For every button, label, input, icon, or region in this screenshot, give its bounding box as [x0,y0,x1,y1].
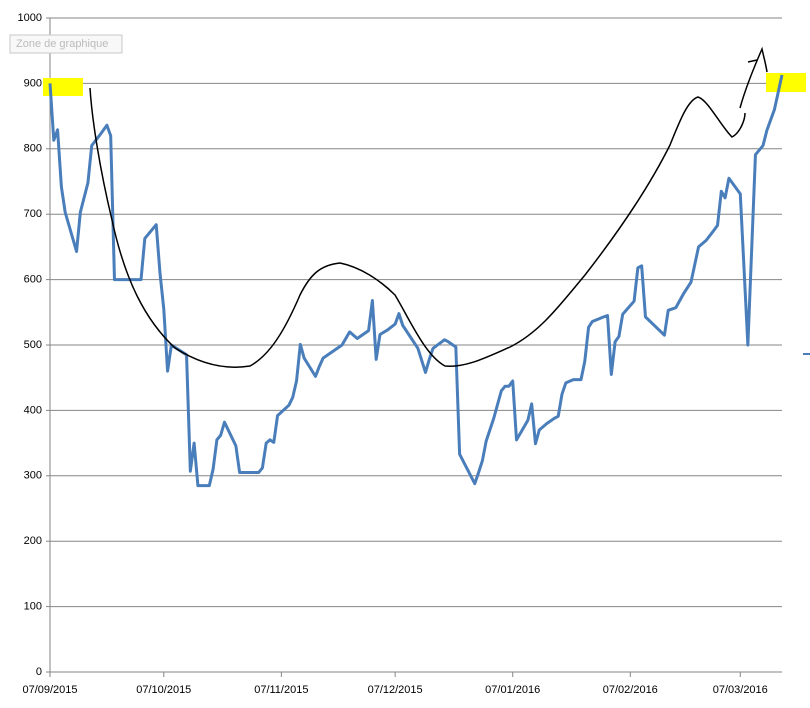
plot [48,74,784,488]
tooltip-text: Zone de graphique [16,38,108,50]
tooltip-box [9,34,123,54]
x-tick-label: 07/11/2015 [254,684,308,696]
x-tick-label: 07/02/2016 [603,684,658,696]
y-tick-label: 600 [24,274,42,286]
y-tick-label: 200 [24,535,42,547]
x-tick-label: 07/09/2015 [22,684,77,696]
y-tick-label: 900 [24,77,42,89]
data-line [48,74,784,488]
x-tick-label: 07/03/2016 [713,684,768,696]
y-tick-label: 1000 [18,12,42,24]
y-tick-label: 700 [24,208,42,220]
y-tick-label: 100 [24,601,42,613]
x-tick-label: 07/10/2015 [136,684,191,696]
highlight [43,78,83,96]
y-tick-label: 800 [24,143,42,155]
y-tick-label: 300 [24,470,42,482]
grid: 0 100 200 300 400 500 600 700 800 900 1000 07/09/20… [18,12,782,696]
highlight [766,73,806,92]
x-tick-label: 07/12/2015 [368,684,423,696]
hand-drawn-curve [89,46,768,368]
y-tick-label: 0 [36,666,42,678]
y-tick-label: 400 [24,404,42,416]
x-tick-label: 07/01/2016 [485,684,540,696]
tooltip: Zone de graphique [9,34,123,54]
y-tick-label: 500 [24,339,42,351]
